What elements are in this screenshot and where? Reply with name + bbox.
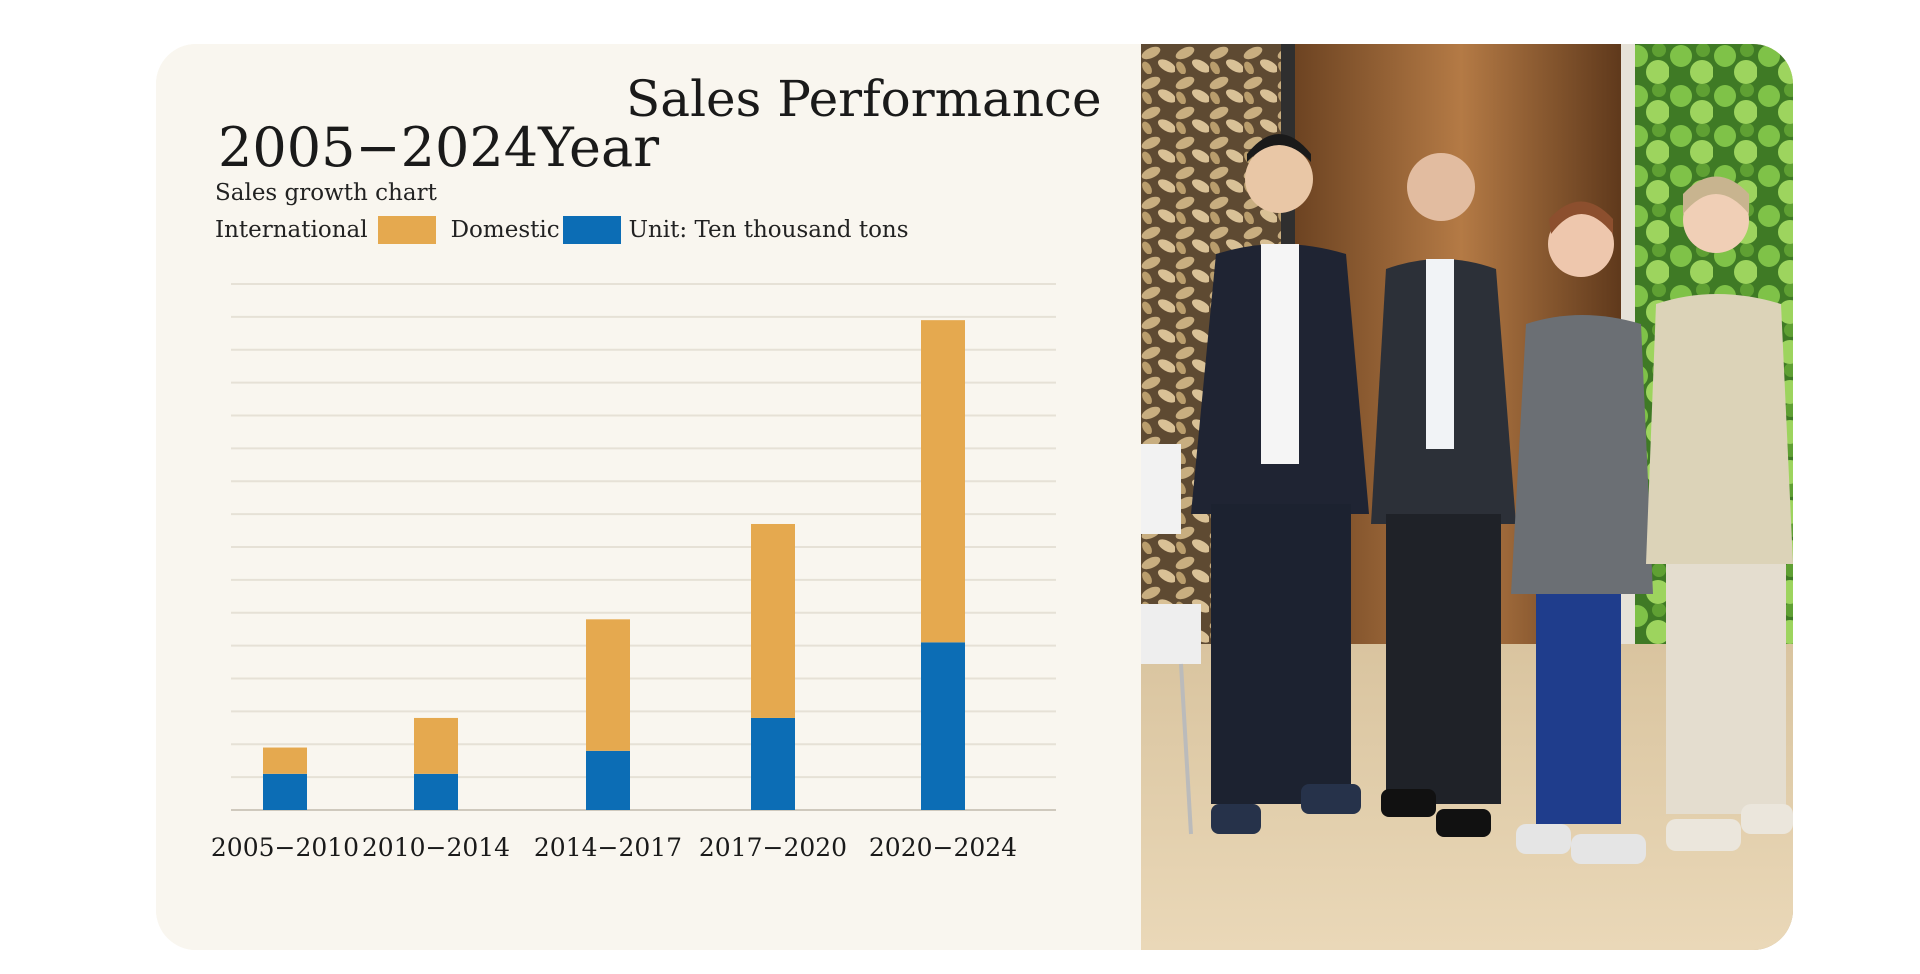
stacked-bar-chart: 2005−2010 2010−2014 2014−2017 2017−2020 2020… (211, 283, 1056, 862)
legend-swatch-international (377, 216, 436, 244)
bars (263, 320, 965, 810)
legend-swatch-domestic (562, 216, 621, 244)
bar-international-3 (751, 523, 795, 718)
year-range-title: 2005−2024Year (218, 116, 660, 179)
bar-international-2 (586, 619, 630, 751)
page-title: Sales Performance (626, 70, 1102, 128)
bar-domestic-0 (263, 773, 307, 810)
bar-domestic-3 (751, 717, 795, 810)
team-photo (1141, 44, 1793, 950)
bar-domestic-2 (586, 750, 630, 810)
unit-label: Unit: Ten thousand tons (628, 217, 909, 243)
bar-international-4 (921, 320, 965, 643)
x-tick-label: 2010−2014 (362, 833, 510, 862)
bar-domestic-4 (921, 642, 965, 810)
x-tick-label: 2014−2017 (534, 833, 682, 862)
legend-label-international: International (215, 217, 368, 243)
slide-card: Sales Performance 2005−2024Year Sales gr… (156, 44, 1793, 950)
team-photo-illustration (1141, 44, 1793, 950)
chart-subtitle: Sales growth chart (215, 180, 437, 206)
grid-lines (231, 283, 1056, 811)
legend-label-domestic: Domestic (450, 217, 560, 243)
x-tick-labels: 2005−2010 2010−2014 2014−2017 2017−2020 2020… (211, 833, 1017, 862)
bar-domestic-1 (414, 773, 458, 810)
chart-panel: Sales Performance 2005−2024Year Sales gr… (156, 44, 1141, 950)
bar-international-1 (414, 717, 458, 774)
x-tick-label: 2005−2010 (211, 833, 359, 862)
chart-legend: International Domestic Unit: Ten thousan… (215, 214, 909, 246)
x-tick-label: 2020−2024 (869, 833, 1017, 862)
bar-international-0 (263, 747, 307, 774)
x-tick-label: 2017−2020 (699, 833, 847, 862)
